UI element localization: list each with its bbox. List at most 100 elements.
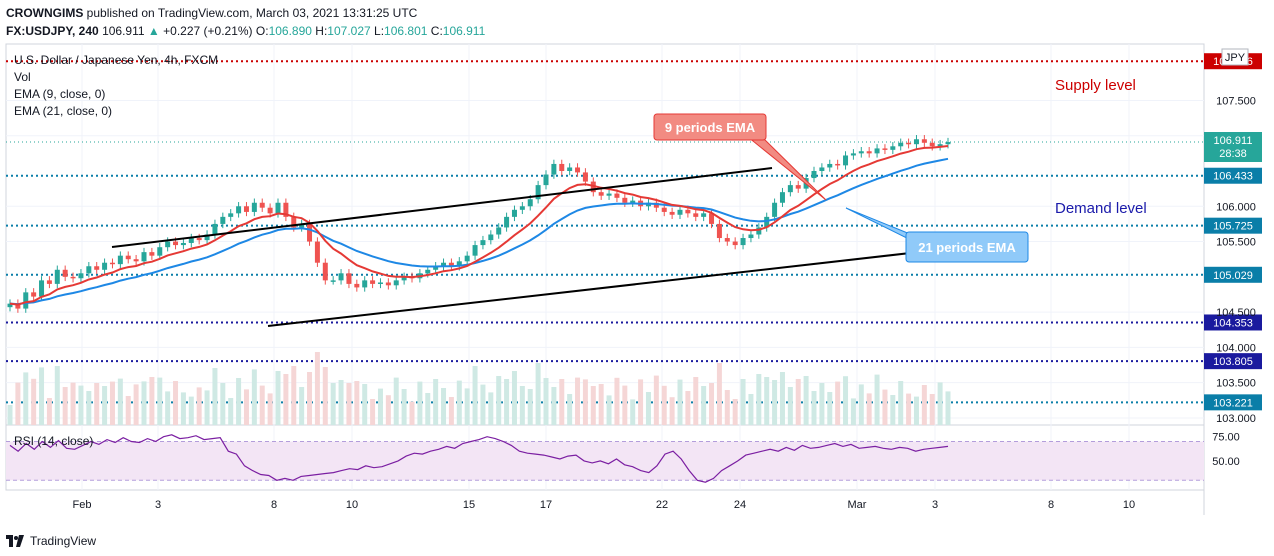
volume-bar: [346, 383, 352, 425]
candle-body: [779, 192, 785, 203]
symbol-label[interactable]: FX:USDJPY, 240: [6, 24, 99, 38]
rsi-line: [9, 434, 949, 483]
level-price-box: [1204, 314, 1262, 331]
candle-body: [62, 269, 68, 277]
candles: [7, 135, 951, 313]
volume-bar: [850, 398, 856, 425]
chart-canvas[interactable]: 108.056106.433105.725105.029104.353103.8…: [0, 0, 1274, 530]
candle-body: [196, 238, 202, 241]
candle-body: [259, 202, 265, 208]
volume-bar: [496, 376, 502, 425]
candle-body: [480, 240, 486, 246]
volume-bar: [62, 387, 68, 425]
volume-bar: [685, 391, 691, 425]
ema21-callout-box[interactable]: [905, 231, 1029, 263]
level-price-box: [1204, 217, 1262, 234]
countdown-value: 28:38: [1219, 148, 1247, 160]
volume-bar: [173, 381, 179, 425]
candle-body: [283, 202, 289, 217]
candle-body: [299, 223, 305, 228]
low-value: 106.801: [384, 24, 428, 38]
candle-body: [567, 167, 573, 171]
rsi-label[interactable]: RSI (14, close): [14, 434, 93, 448]
ema9-callout-box[interactable]: [653, 113, 767, 141]
indicator-ema21[interactable]: EMA (21, close, 0): [14, 104, 112, 118]
ema21-line: [9, 157, 949, 306]
price-change: +0.227 (+0.21%): [163, 24, 253, 38]
supply-level-label: Supply level: [1055, 77, 1136, 94]
candle-body: [377, 282, 383, 284]
candle-body: [724, 238, 730, 242]
candle-body: [291, 216, 297, 228]
volume-bar: [567, 394, 573, 425]
publisher-name[interactable]: CROWNGIMS: [6, 6, 84, 20]
candle-body: [606, 193, 612, 196]
candle-body: [913, 139, 919, 145]
volume-bar: [401, 389, 407, 425]
volume-bar: [929, 394, 935, 425]
currency-badge[interactable]: [1221, 48, 1249, 66]
volume-bar: [109, 381, 115, 425]
candle-body: [677, 209, 683, 215]
ema9-callout-text: 9 periods EMA: [665, 120, 756, 135]
volume-bar: [39, 367, 45, 425]
candle-body: [243, 206, 249, 212]
lower-trendline[interactable]: [267, 250, 929, 327]
time-axis-tick: 8: [271, 499, 277, 511]
volume-bar: [385, 395, 391, 425]
candle-body: [858, 151, 864, 154]
trend-channel[interactable]: [111, 167, 929, 327]
candle-body: [433, 266, 439, 270]
horizontal-levels[interactable]: 108.056106.433105.725105.029104.353103.8…: [6, 53, 1262, 411]
volume-bar: [748, 394, 754, 425]
volume-bar: [669, 397, 675, 425]
candle-body: [346, 273, 352, 284]
candle-body: [827, 163, 833, 168]
candle-body: [180, 242, 186, 246]
candle-body: [787, 185, 793, 193]
volume-bar: [764, 377, 770, 425]
close-label: C:: [430, 24, 443, 38]
volume-bar: [890, 395, 896, 425]
close-value: 106.911: [442, 24, 486, 38]
candle-body: [173, 241, 179, 246]
volume-bar: [835, 381, 841, 425]
up-arrow-icon: ▲: [147, 24, 160, 38]
candle-body: [385, 282, 391, 286]
time-axis[interactable]: Feb 3 8 10 15 17 22 24 Mar 3 8 10: [73, 499, 1136, 511]
candle-body: [188, 238, 194, 243]
level-price-text: 103.221: [1213, 397, 1253, 409]
volume-bar: [370, 399, 376, 425]
volume-bar: [575, 377, 581, 425]
callouts[interactable]: 9 periods EMA 21 periods EMA: [653, 113, 1029, 263]
volume-bar: [874, 374, 880, 425]
candle-body: [835, 163, 841, 166]
candle-body: [630, 200, 636, 203]
volume-bar: [882, 389, 888, 425]
chart-header: CROWNGIMS published on TradingView.com, …: [6, 4, 485, 40]
open-label: O:: [255, 24, 269, 38]
time-axis-tick: 3: [932, 499, 938, 511]
volume-bar: [236, 378, 242, 425]
candle-body: [543, 174, 549, 186]
upper-trendline[interactable]: [111, 167, 773, 248]
candle-body: [354, 283, 360, 288]
currency-badge-text: JPY: [1225, 52, 1246, 64]
last-price: 106.911: [102, 24, 145, 38]
volume-bar: [543, 378, 549, 425]
open-value: 106.890: [268, 24, 312, 38]
indicator-vol[interactable]: Vol: [14, 70, 31, 84]
volume-bar: [921, 385, 927, 425]
price-axis-tick: 104.000: [1216, 342, 1256, 354]
volume-bar: [362, 384, 368, 425]
candle-body: [236, 206, 242, 214]
indicator-ema9[interactable]: EMA (9, close, 0): [14, 87, 105, 101]
time-axis-tick: 22: [656, 499, 668, 511]
volume-bar: [535, 363, 541, 425]
volume-bar: [519, 386, 525, 425]
volume-bar: [433, 379, 439, 425]
tradingview-brand: TradingView: [30, 534, 97, 548]
rsi-axis-tick: 75.00: [1212, 432, 1240, 444]
candle-body: [141, 252, 147, 262]
candle-body: [54, 269, 60, 284]
